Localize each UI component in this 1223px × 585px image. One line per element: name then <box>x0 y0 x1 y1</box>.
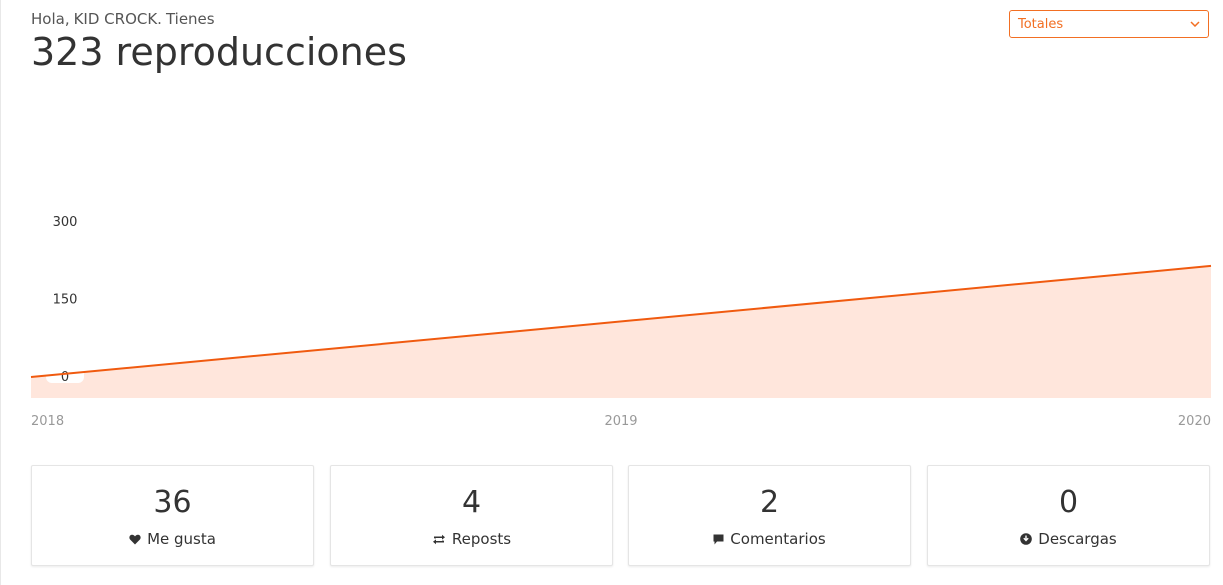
user-name: KID CROCK. <box>73 10 162 28</box>
comments-count: 2 <box>759 485 780 520</box>
downloads-count: 0 <box>1058 485 1079 520</box>
comments-label: Comentarios <box>730 530 826 548</box>
chart-area: 0 150 300 2018 2019 2020 <box>30 215 1212 429</box>
y-tick-label-2: 300 <box>53 215 78 230</box>
period-select-value: Totales <box>1018 16 1064 32</box>
y-tick-label-1: 150 <box>53 293 78 308</box>
heart-icon <box>129 534 141 544</box>
greeting-prefix: Hola, <box>31 10 70 28</box>
chart-series-line <box>30 264 1212 378</box>
greeting: Hola, KID CROCK. Tienes <box>31 10 219 28</box>
likes-count: 36 <box>153 485 192 520</box>
stat-card-comments[interactable]: 2 Comentarios <box>628 465 911 566</box>
reposts-count: 4 <box>461 485 482 520</box>
stat-card-downloads[interactable]: 0 Descargas <box>927 465 1210 566</box>
x-tick-label-1: 2019 <box>604 414 637 429</box>
reposts-label: Reposts <box>451 530 512 548</box>
download-icon <box>1020 533 1033 545</box>
plays-label: reproducciones <box>115 30 407 74</box>
plays-chart: 0 150 300 2018 2019 2020 <box>30 215 1212 429</box>
chart-area-fill <box>31 265 1211 398</box>
greeting-suffix: Tienes <box>165 10 215 28</box>
stat-card-likes[interactable]: 36 Me gusta <box>31 465 314 566</box>
repost-icon <box>432 534 445 544</box>
x-tick-label-2: 2020 <box>1178 414 1211 429</box>
plays-count: 323 <box>31 30 104 74</box>
y-tick-label-0: 0 <box>61 370 69 385</box>
period-select[interactable]: Totales <box>1009 10 1209 38</box>
chevron-down-icon <box>1190 21 1200 27</box>
likes-label: Me gusta <box>147 530 216 548</box>
left-divider <box>0 0 1 585</box>
comment-icon <box>713 534 724 544</box>
plays-headline: 323 reproducciones <box>31 30 407 74</box>
downloads-label: Descargas <box>1038 530 1117 548</box>
stat-card-reposts[interactable]: 4 Reposts <box>330 465 613 566</box>
x-tick-label-0: 2018 <box>31 414 64 429</box>
